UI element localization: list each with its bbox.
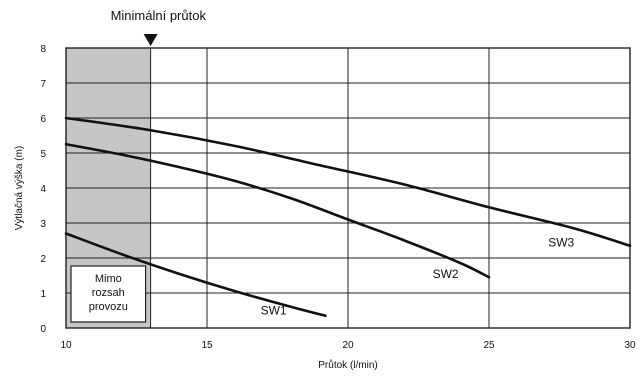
y-tick-label: 1 [40,289,46,300]
y-tick-label: 4 [40,184,46,195]
series-label-sw2: SW2 [433,267,459,281]
out-of-range-label-line: provozu [89,301,128,313]
y-axis-label: Výtlačná výška (m) [14,146,25,230]
series-label-sw1: SW1 [261,304,287,318]
series-line-sw2 [64,142,491,279]
series-line-sw3 [64,116,632,248]
x-tick-label: 20 [342,340,354,351]
y-tick-label: 2 [40,254,46,265]
plot-frame [65,47,631,329]
y-tick-label: 0 [40,324,46,335]
y-tick-label: 3 [40,219,46,230]
minimum-flow-marker [143,34,158,46]
x-tick-label: 15 [201,340,213,351]
out-of-range-label-line: rozsah [92,287,125,299]
x-axis-label: Průtok (l/min) [318,359,377,371]
y-tick-label: 8 [40,44,46,55]
out-of-range-label-line: Mimo [95,273,122,285]
series-line-sw1 [64,232,327,318]
y-tick-label: 6 [40,114,46,125]
minimum-flow-label: Minimální průtok [111,8,207,23]
out-of-range-box [70,265,147,323]
series-label-sw3: SW3 [548,235,574,249]
y-tick-label: 5 [40,149,46,160]
x-tick-label: 10 [60,340,72,351]
x-tick-label: 30 [624,340,636,351]
x-tick-label: 25 [483,340,495,351]
y-tick-label: 7 [40,79,46,90]
